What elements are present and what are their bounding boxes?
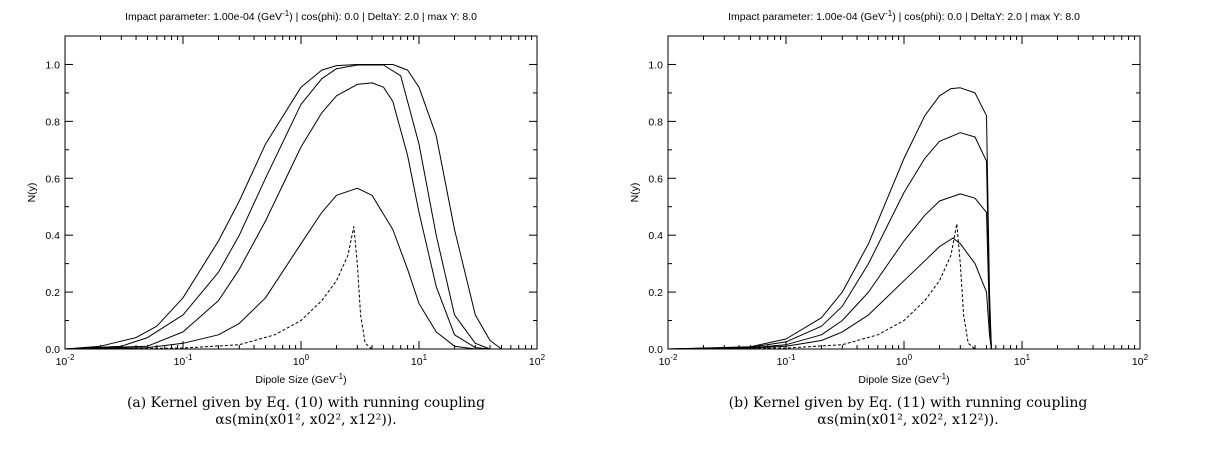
- chart-b-series-2-line: [667, 237, 1140, 350]
- chart-a-y-tick-label: 1.0: [45, 59, 60, 71]
- chart-a-series-1-line: [64, 226, 537, 350]
- caption-b: (b) Kernel given by Eq. (11) with runnin…: [638, 395, 1178, 429]
- chart-a-x-tick-label: 100: [293, 353, 310, 368]
- chart-b-y-tick-label: 0.4: [648, 230, 663, 242]
- chart-b-y-axis-label: N(y): [629, 183, 641, 203]
- caption-b-line-1: (b) Kernel given by Eq. (11) with runnin…: [728, 395, 1088, 411]
- chart-a: Impact parameter: 1.00e-04 (GeV-1) | cos…: [26, 9, 546, 386]
- chart-a-series-2-line: [64, 187, 537, 350]
- chart-a-y-axis-label: N(y): [26, 183, 38, 203]
- chart-b-x-axis-label: Dipole Size (GeV-1): [858, 372, 949, 386]
- chart-a-x-tick-label: 101: [411, 353, 428, 368]
- chart-a-x-axis-label: Dipole Size (GeV-1): [255, 372, 346, 386]
- chart-b-x-tick-label: 101: [1014, 353, 1031, 368]
- chart-a-series-3-line: [64, 82, 537, 350]
- chart-a-y-tick-label: 0.4: [45, 230, 60, 242]
- chart-a-y-tick-label: 0.6: [45, 173, 60, 185]
- caption-a-line-1: (a) Kernel given by Eq. (10) with runnin…: [126, 395, 486, 411]
- chart-b-title: Impact parameter: 1.00e-04 (GeV-1) | cos…: [728, 9, 1080, 23]
- chart-a-plot-frame: [64, 35, 538, 350]
- chart-a-y-tick-label: 0.2: [45, 287, 60, 299]
- chart-b-y-tick-label: 0.8: [648, 116, 663, 128]
- chart-a-x-tick-label: 10-2: [56, 353, 75, 368]
- chart-a-series-4-line: [64, 64, 537, 350]
- chart-b-series-3-line: [667, 193, 1140, 350]
- chart-b-y-tick-label: 0.2: [648, 287, 663, 299]
- caption-a-line-2: αs(min(x01², x02², x12²)).: [215, 412, 397, 428]
- chart-b-x-tick-label: 102: [1132, 353, 1149, 368]
- chart-a-x-tick-label: 10-1: [174, 353, 193, 368]
- chart-b-x-tick-label: 10-1: [777, 353, 796, 368]
- chart-a-title: Impact parameter: 1.00e-04 (GeV-1) | cos…: [125, 9, 477, 23]
- chart-b-y-tick-label: 1.0: [648, 59, 663, 71]
- caption-a: (a) Kernel given by Eq. (10) with runnin…: [36, 395, 576, 429]
- chart-b-series-1-line: [667, 223, 1140, 350]
- chart-b-x-tick-label: 100: [896, 353, 913, 368]
- chart-a-x-tick-label: 102: [529, 353, 546, 368]
- chart-b-x-tick-label: 10-2: [659, 353, 678, 368]
- chart-b-series-5-line: [667, 87, 1140, 350]
- chart-a-series-5-line: [64, 64, 537, 350]
- chart-a-y-tick-label: 0.8: [45, 116, 60, 128]
- chart-b-y-tick-label: 0.6: [648, 173, 663, 185]
- chart-b-y-tick-label: 0.0: [648, 344, 663, 356]
- chart-b: Impact parameter: 1.00e-04 (GeV-1) | cos…: [629, 9, 1149, 386]
- chart-a-y-tick-label: 0.0: [45, 344, 60, 356]
- caption-b-line-2: αs(min(x01², x02², x12²)).: [817, 412, 999, 428]
